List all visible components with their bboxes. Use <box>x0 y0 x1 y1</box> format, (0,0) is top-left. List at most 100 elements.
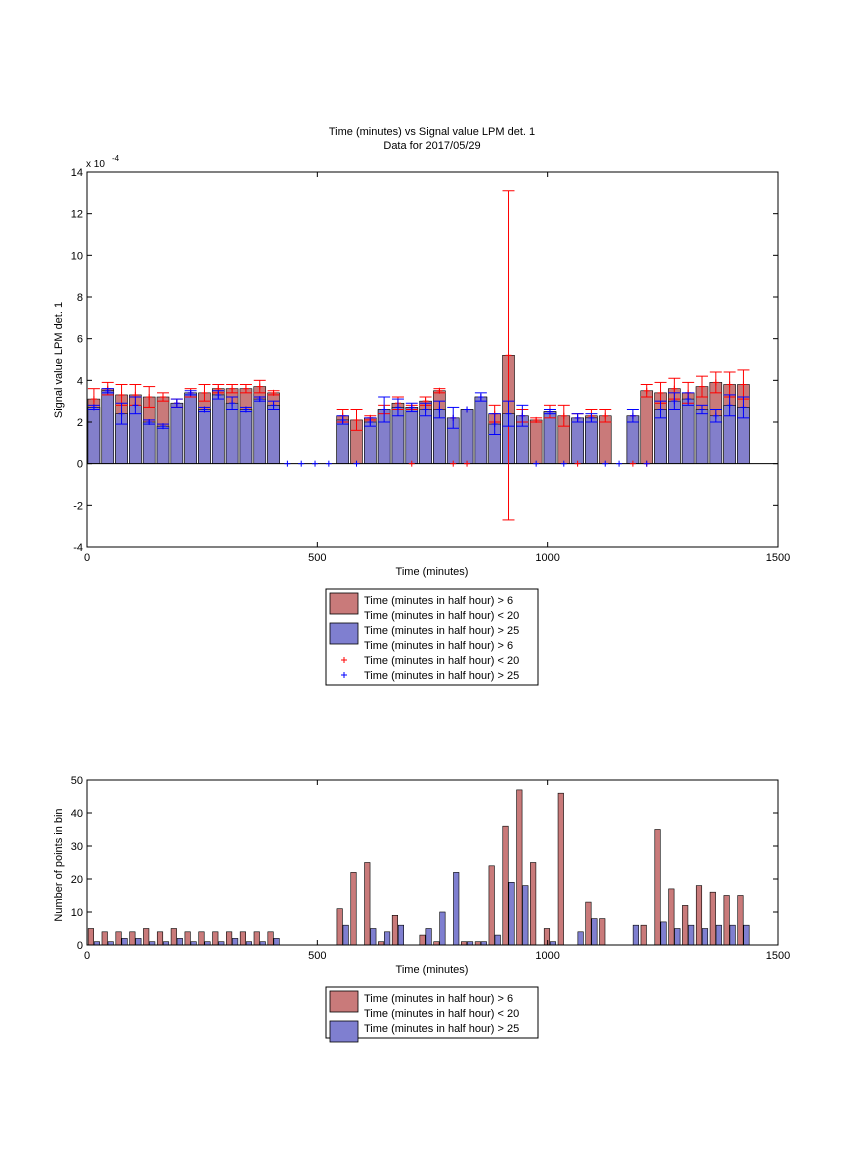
bar-series-b <box>239 409 253 464</box>
bar-series-b <box>253 398 267 464</box>
bar-series-b <box>405 407 419 464</box>
count-bar-series-b <box>453 872 460 946</box>
chart-subtitle: Data for 2017/05/29 <box>383 140 480 152</box>
bar-series-b <box>364 421 377 464</box>
count-bar-series-b <box>715 924 722 946</box>
bar-series-b <box>336 419 349 464</box>
y-axis-label: Signal value LPM det. 1 <box>53 302 65 418</box>
count-chart: 0 500 1000 1500 0 10 20 30 40 50 Time (minutes) N… <box>53 775 790 1043</box>
bar-series-b <box>474 396 488 464</box>
legend-swatch <box>329 1020 359 1043</box>
y-exponent-base: x 10 <box>86 159 105 170</box>
count-bar-series-a <box>599 918 606 946</box>
count-bar-series-a <box>640 924 647 946</box>
count-bar-series-a <box>198 931 205 946</box>
count-bar-series-b <box>701 928 709 946</box>
x-tick-label: 0 <box>84 552 90 564</box>
bar-series-b <box>709 415 723 464</box>
count-bar-series-b <box>577 931 584 946</box>
count-bar-series-b <box>674 928 681 946</box>
count-bar-series-b <box>232 938 239 946</box>
y-tick-label: -2 <box>73 500 83 512</box>
x-tick-label: 0 <box>84 950 90 962</box>
count-bar-series-b <box>660 921 667 946</box>
bar-series-a <box>640 390 653 464</box>
legend-swatch <box>329 990 359 1013</box>
bar-series-b <box>681 398 695 464</box>
count-plot-area <box>87 789 750 946</box>
count-bar-series-a <box>543 928 551 946</box>
y-tick-label: 6 <box>77 334 83 346</box>
count-bar-series-a <box>350 872 357 946</box>
bar-series-b <box>571 417 584 464</box>
axes-box <box>86 171 779 548</box>
count-bar-series-a <box>184 931 191 946</box>
y-tick-label: 4 <box>77 375 83 387</box>
count-bar-series-a <box>170 928 177 946</box>
count-bar-series-b <box>632 924 639 946</box>
count-bar-series-a <box>156 931 164 946</box>
bar-series-a <box>598 415 612 464</box>
bar-series-b <box>142 421 156 464</box>
bar-series-b <box>101 390 115 464</box>
legend-label: Time (minutes in half hour) > 25 <box>364 670 519 682</box>
y-tick-label: 10 <box>71 250 83 262</box>
count-bar-series-a <box>723 895 730 946</box>
x-axis-label: Time (minutes) <box>396 964 469 976</box>
count-bar-series-a <box>419 934 426 946</box>
count-bar-series-a <box>336 908 343 946</box>
y-tick-label: 14 <box>71 167 83 179</box>
bar-series-b <box>212 394 225 464</box>
count-bar-series-a <box>737 895 744 946</box>
count-bar-series-b <box>370 928 377 946</box>
bar-series-b <box>668 400 681 464</box>
count-bar-series-a <box>101 931 108 946</box>
bar-series-b <box>198 409 211 464</box>
count-bar-series-b <box>494 934 501 946</box>
legend-label: Time (minutes in half hour) > 6 <box>364 993 513 1005</box>
y-tick-label: 0 <box>77 459 83 471</box>
count-bar-series-b <box>397 924 405 946</box>
count-bar-series-a <box>87 928 94 946</box>
x-tick-label: 1500 <box>766 950 790 962</box>
signal-axes: 0 500 1000 1500 -4 -2 0 2 4 6 8 10 12 14 <box>71 167 790 564</box>
count-bar-series-a <box>585 901 592 946</box>
count-bar-series-a <box>709 891 716 946</box>
legend-box <box>325 588 539 686</box>
count-bar-series-b <box>591 918 598 946</box>
count-bar-series-b <box>743 924 750 946</box>
count-bar-series-a <box>516 789 523 946</box>
y-tick-label: 12 <box>71 209 83 221</box>
bar-series-a <box>529 419 543 464</box>
y-exponent-power: -4 <box>112 154 120 163</box>
y-tick-label: 20 <box>71 874 83 886</box>
count-bar-series-a <box>530 862 537 946</box>
y-axis-label: Number of points in bin <box>53 808 65 921</box>
legend-label: Time (minutes in half hour) < 20 <box>364 655 519 667</box>
y-exponent: x 10 -4 <box>86 154 120 170</box>
count-bar-series-b <box>384 931 391 946</box>
y-tick-label: 2 <box>77 417 83 429</box>
count-bar-series-b <box>439 911 446 946</box>
count-legend: Time (minutes in half hour) > 6 Time (min… <box>325 986 539 1043</box>
count-bar-series-a <box>212 931 219 946</box>
count-bar-series-b <box>425 928 432 946</box>
chart-title: Time (minutes) vs Signal value LPM det. … <box>329 126 535 138</box>
count-bar-series-a <box>668 888 675 946</box>
legend-label: Time (minutes in half hour) < 20 <box>364 1008 519 1020</box>
bar-series-b <box>695 409 709 464</box>
legend-box <box>325 986 539 1039</box>
count-bar-series-a <box>364 862 371 946</box>
x-axis-label: Time (minutes) <box>396 566 469 578</box>
y-tick-label: -4 <box>73 542 83 554</box>
legend-swatch <box>329 592 359 615</box>
bar-series-b <box>184 392 197 464</box>
legend-label: Time (minutes in half hour) > 6 <box>364 595 513 607</box>
x-tick-label: 1500 <box>766 552 790 564</box>
x-tick-label: 500 <box>308 552 326 564</box>
legend-label: Time (minutes in half hour) > 25 <box>364 1023 519 1035</box>
legend-swatch <box>329 622 359 645</box>
count-bar-series-a <box>239 931 246 946</box>
bar-series-b <box>225 402 239 464</box>
